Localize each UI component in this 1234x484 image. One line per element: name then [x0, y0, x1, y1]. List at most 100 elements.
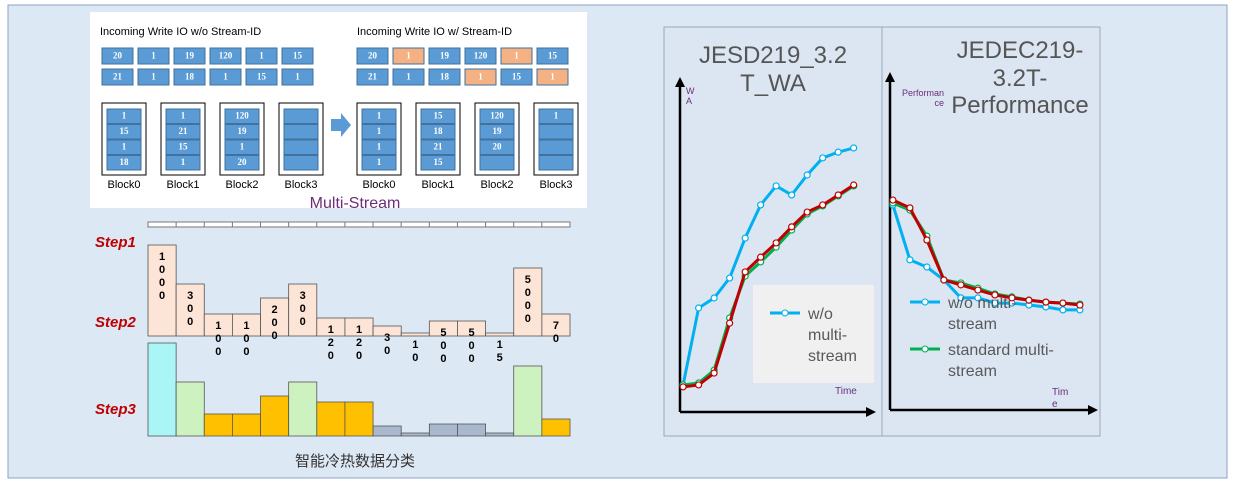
block-cell	[420, 124, 456, 140]
io-cell-label: 1	[151, 72, 156, 82]
io-cell	[428, 68, 461, 86]
block-cell	[538, 124, 574, 140]
step-label: Step1	[95, 234, 136, 251]
bar	[541, 418, 571, 437]
io-cell	[464, 68, 497, 86]
series-marker	[803, 171, 811, 179]
block-cell-label: 20	[493, 142, 503, 152]
bar	[428, 423, 458, 437]
io-cell-label: 15	[257, 72, 267, 82]
block-label: Block0	[107, 179, 140, 191]
block-cell	[538, 139, 574, 155]
io-cell	[500, 47, 533, 65]
series-marker	[695, 304, 703, 312]
block-label: Block3	[284, 179, 317, 191]
series-marker	[757, 201, 765, 209]
io-cell-label: 15	[512, 72, 522, 82]
panel-title: Incoming Write IO w/ Stream-ID	[357, 26, 512, 38]
block-cell-label: 21	[434, 142, 444, 152]
block-cell	[420, 139, 456, 155]
io-cell-label: 18	[440, 72, 450, 82]
block-label: Block0	[362, 179, 395, 191]
caption: 智能冷热数据分类	[295, 452, 415, 470]
io-cell-label: 19	[440, 51, 450, 61]
legend-label: w/o multi-stream	[948, 295, 1017, 333]
io-cell-label: 1	[514, 51, 519, 61]
series-marker	[1059, 299, 1067, 307]
bar	[147, 244, 177, 337]
block-cell	[224, 155, 260, 171]
block-cell	[224, 139, 260, 155]
block-cell-label: 1	[240, 142, 245, 152]
series-marker	[906, 256, 914, 264]
block-cell	[165, 108, 201, 124]
bar	[372, 425, 402, 437]
io-cell	[536, 47, 569, 65]
block-cell	[165, 155, 201, 171]
series-marker	[974, 294, 982, 302]
io-cell	[209, 68, 242, 86]
x-axis-label: Time	[1052, 387, 1069, 410]
block-cell-label: 120	[235, 111, 249, 121]
block-cell-label: 15	[179, 142, 189, 152]
series-marker	[850, 181, 858, 189]
axis-arrow	[866, 407, 876, 417]
bar	[344, 401, 374, 437]
axis-arrow	[885, 72, 895, 82]
bar	[457, 320, 487, 337]
step-label: Step2	[95, 314, 137, 331]
series-marker	[710, 369, 718, 377]
io-cell	[245, 68, 278, 86]
block-cell-label: 19	[493, 126, 503, 136]
io-cell-label: 1	[259, 51, 264, 61]
block-cell	[106, 108, 142, 124]
series-marker	[741, 234, 749, 242]
block-cell-label: 1	[377, 111, 382, 121]
series-marker	[741, 268, 749, 276]
series-marker	[957, 294, 965, 302]
legend-box	[753, 285, 874, 383]
io-cell	[137, 68, 170, 86]
io-cell-label: 120	[474, 51, 488, 61]
io-cell	[209, 47, 242, 65]
block-cell-label: 19	[238, 126, 248, 136]
bar	[485, 432, 515, 437]
bar	[288, 283, 318, 337]
legend-marker	[921, 345, 929, 353]
io-cell	[245, 47, 278, 65]
io-cell	[500, 68, 533, 86]
series-marker	[803, 208, 811, 216]
block-cell	[165, 124, 201, 140]
io-cell	[356, 68, 389, 86]
arrow	[331, 113, 351, 137]
step-label: Step3	[95, 401, 137, 418]
series-marker	[1025, 296, 1033, 304]
series-marker	[906, 204, 914, 212]
io-cell-label: 20	[113, 51, 123, 61]
io-cell	[392, 47, 425, 65]
io-cell-label: 1	[151, 51, 156, 61]
legend-marker	[921, 298, 929, 306]
io-cell-label: 1	[295, 72, 300, 82]
bar	[175, 381, 205, 437]
bar	[316, 401, 346, 437]
block-cell	[106, 155, 142, 171]
bar	[147, 342, 177, 437]
bar	[541, 313, 571, 337]
block-cell	[479, 155, 515, 171]
series-marker	[923, 263, 931, 271]
series-marker	[940, 276, 948, 284]
x-axis-label: Time	[835, 386, 857, 397]
series-marker	[772, 182, 780, 190]
io-cell-label: 20	[368, 51, 378, 61]
block-cell	[479, 108, 515, 124]
series-marker	[1059, 306, 1067, 314]
